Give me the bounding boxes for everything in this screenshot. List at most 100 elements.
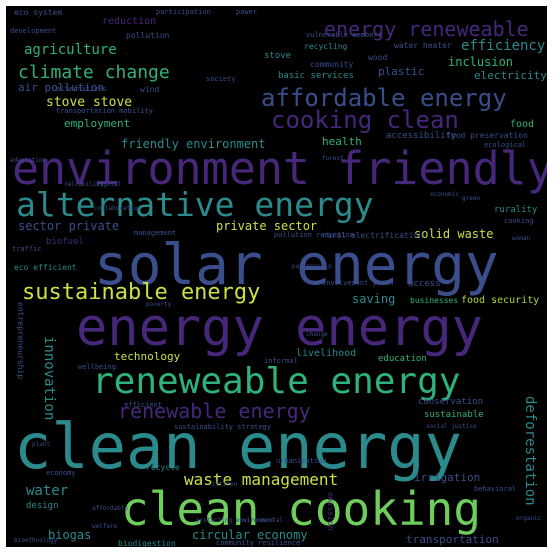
word-technology: technology	[114, 350, 181, 363]
word-stove: stove	[264, 51, 292, 61]
word-transportation-mobility: transportation mobility	[56, 107, 153, 115]
word-emission: emission	[326, 492, 335, 531]
word-social-justice: social justice	[426, 423, 477, 430]
word-wood: wood	[368, 53, 388, 62]
word-reneweable-energy: reneweable energy	[92, 361, 461, 402]
word-conservation: conservation	[418, 397, 484, 407]
word-sustainable: sustainable	[424, 410, 484, 420]
word-clean-cooking: clean cooking	[121, 482, 482, 536]
word-design: design	[26, 501, 59, 511]
word-basic-services: basic services	[278, 71, 354, 81]
word-food-security: food security	[461, 295, 540, 306]
word-community-resilience: community resilience	[216, 539, 301, 547]
word-ecological: ecological	[484, 141, 527, 149]
word-health: health	[322, 135, 362, 148]
word-water: water	[26, 483, 69, 499]
word-environment-friendly: environment friendly	[12, 142, 547, 195]
word-reduction: reduction	[102, 16, 157, 27]
word-waste-management: waste management	[184, 470, 339, 489]
word-economic: economic	[430, 191, 459, 198]
word-development: development	[10, 27, 57, 35]
word-rural-electrification: rural electrification	[322, 231, 424, 240]
word-sector-private: sector private	[18, 219, 120, 233]
word-private-sector: private sector	[216, 219, 318, 233]
word-society: society	[206, 75, 236, 83]
word-alternative-energy: alternative energy	[16, 185, 374, 224]
word-sustainability-strategy: sustainability strategy	[174, 423, 271, 431]
word-agriculture: agriculture	[24, 42, 117, 58]
word-cloud: clean energy solar energy energy energy …	[6, 6, 547, 547]
word-eco-system: eco system	[14, 8, 63, 17]
word-wellbeing: wellbeing	[78, 363, 116, 371]
word-solid-waste: solid waste	[414, 227, 494, 241]
word-clean-energy: clean energy	[14, 410, 462, 483]
word-participation: participation	[156, 8, 211, 16]
word-energy-reneweable: energy reneweable	[324, 17, 529, 41]
word-recycle: recycle	[146, 463, 180, 472]
word-food: food	[510, 119, 535, 130]
word-biodigestion: biodigestion	[118, 539, 176, 548]
word-collaboration: collaboration	[94, 205, 141, 212]
word-organic: organic	[516, 515, 542, 522]
word-businesses: businesses	[410, 296, 459, 305]
word-renewable-energy: renewable energy	[118, 399, 311, 423]
word-power: power	[236, 8, 258, 16]
word-traffic: traffic	[12, 245, 42, 253]
word-involvement-youth: involvement youth	[322, 279, 394, 287]
word-pollution: pollution	[126, 31, 170, 40]
word-informal: informal	[264, 357, 298, 365]
word-digital: digital	[96, 181, 122, 188]
word-rurality: rurality	[494, 205, 538, 215]
word-citizen: citizen	[212, 481, 238, 488]
word-environmental: environmental	[236, 517, 283, 524]
word-eco-efficient: eco efficient	[14, 263, 77, 272]
word-solar-energy: solar energy	[94, 233, 499, 298]
word-reliability: reliability	[64, 181, 104, 188]
word-urbanization: urbanization	[276, 457, 327, 465]
word-irrigation: irrigation	[414, 471, 481, 484]
word-wind: wind	[140, 85, 160, 94]
word-air-pollution: air pollution	[18, 81, 105, 94]
word-partnership: partnership	[292, 263, 332, 270]
word-stove-stove: stove stove	[46, 95, 133, 110]
word-entrepreneurship: entrepreneurship	[16, 302, 25, 380]
word-protecting-environment: protecting environment	[196, 517, 276, 524]
word-food-preservation: food preservation	[446, 131, 528, 140]
word-efficient: efficient	[124, 401, 162, 409]
word-transportation: transportation	[406, 533, 499, 546]
word-livelihood: livelihood	[296, 348, 357, 359]
word-plant: plant	[32, 441, 51, 448]
word-access: access	[408, 279, 441, 289]
word-recycling: recycling	[304, 42, 348, 51]
word-circular-economy: circular economy	[192, 528, 308, 542]
word-education: education	[378, 354, 427, 364]
word-biogas: biogas	[48, 528, 92, 542]
word-deforestation: deforestation	[522, 396, 538, 506]
word-community: community	[310, 60, 354, 69]
word-adaptation: adaptation	[10, 157, 47, 164]
word-bioethnology: bioethnology	[14, 537, 58, 544]
word-sustainable-energy: sustainable energy	[22, 280, 261, 305]
word-cooking: cooking	[504, 217, 534, 225]
word-change: change	[306, 331, 328, 338]
word-affordable-energy: affordable energy	[261, 84, 507, 112]
word-affordable: affordable	[92, 505, 129, 512]
word-woman: woman	[512, 235, 531, 242]
word-poverty: poverty	[146, 301, 172, 308]
word-energy-energy: energy energy	[76, 298, 483, 358]
word-alternatives: alternatives	[56, 85, 107, 93]
word-behavioral: behavioral	[474, 485, 517, 493]
word-water-heater: water heater	[394, 41, 452, 50]
word-accessibility: accessibility	[386, 131, 457, 141]
word-innovation: innovation	[41, 336, 57, 421]
word-plastic: plastic	[378, 65, 425, 78]
word-friendly-environment: friendly environment	[121, 137, 266, 151]
word-efficiency: efficiency	[461, 38, 546, 54]
word-pollution-reduction: pollution reduction	[274, 231, 355, 239]
word-management: management	[134, 229, 177, 237]
word-electricity: electricity	[474, 69, 547, 82]
word-welfare: welfare	[92, 523, 118, 530]
word-inclusion: inclusion	[448, 55, 514, 69]
word-biofuel: biofuel	[46, 237, 84, 247]
word-saving: saving	[352, 292, 396, 306]
